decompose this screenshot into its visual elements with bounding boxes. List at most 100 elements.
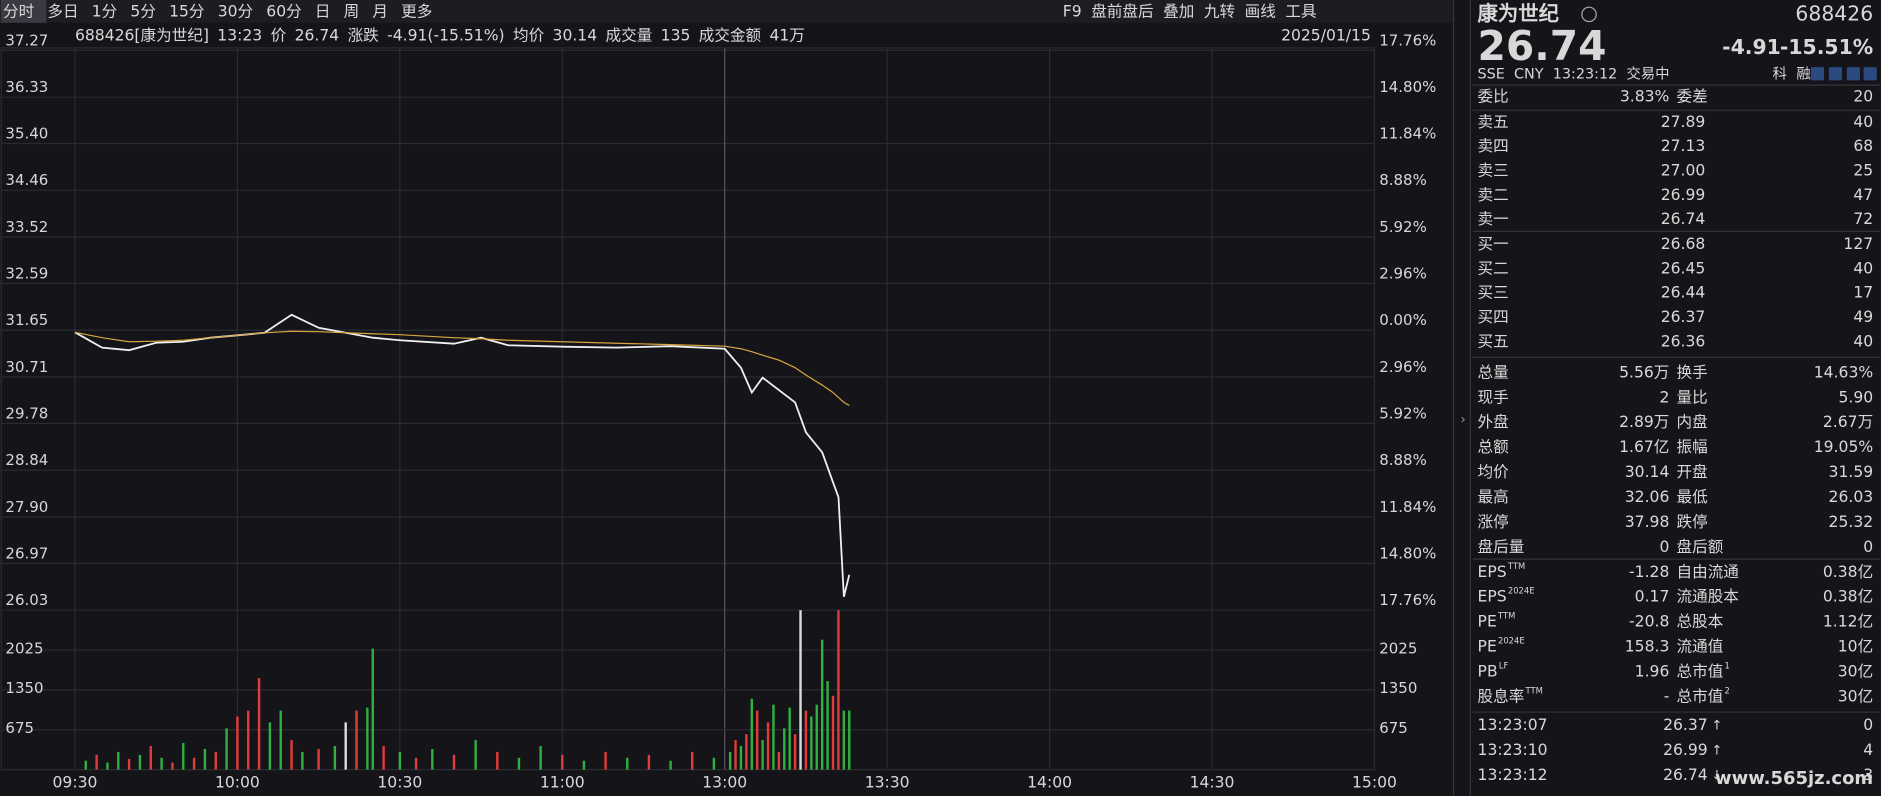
volume-bar bbox=[804, 710, 808, 770]
y2-tick-label: 5.92% bbox=[1379, 218, 1427, 236]
stat-value: 30.14 bbox=[1625, 463, 1670, 481]
tab[interactable]: 分时 bbox=[3, 2, 34, 20]
book-price: 26.68 bbox=[1661, 235, 1706, 253]
stat-value: 1.12亿 bbox=[1823, 613, 1873, 631]
tick-time: 13:23:07 bbox=[1478, 716, 1548, 734]
tick-volume: 4 bbox=[1863, 741, 1873, 759]
tab[interactable]: 30分 bbox=[218, 2, 253, 20]
tag: 科 bbox=[1772, 65, 1786, 82]
volume-bar bbox=[414, 757, 418, 770]
book-label: 卖一 bbox=[1478, 210, 1509, 228]
tag: 融 bbox=[1796, 65, 1810, 82]
book-label: 买四 bbox=[1478, 308, 1509, 326]
watermark: www.565jz.com bbox=[1715, 768, 1873, 789]
tick-volume: 0 bbox=[1863, 716, 1873, 734]
tab[interactable]: 15分 bbox=[169, 2, 204, 20]
panel-button[interactable] bbox=[1828, 67, 1842, 81]
volume-bar bbox=[452, 754, 456, 770]
y2-tick-label: 17.76% bbox=[1379, 591, 1436, 609]
y2-tick-label: 2.96% bbox=[1379, 358, 1427, 376]
tab[interactable]: 多日 bbox=[47, 2, 78, 20]
info-vol-label: 成交量 bbox=[606, 26, 653, 44]
volume-bar bbox=[382, 746, 385, 770]
diff: 20 bbox=[1853, 88, 1873, 106]
volume-bar bbox=[728, 751, 732, 770]
volume-bar bbox=[582, 760, 586, 770]
y-tick-label: 30.71 bbox=[5, 358, 48, 376]
tool[interactable]: 工具 bbox=[1285, 2, 1316, 20]
info-change: -4.91(-15.51%) bbox=[387, 26, 504, 44]
info-amount-label: 成交金额 bbox=[699, 26, 762, 44]
tab[interactable]: 日 bbox=[315, 2, 331, 20]
book-volume: 25 bbox=[1853, 161, 1873, 179]
volume-bar bbox=[127, 758, 131, 770]
stat-label: 量比 bbox=[1677, 388, 1708, 406]
panel-button[interactable] bbox=[1846, 67, 1860, 81]
tab[interactable]: 更多 bbox=[401, 2, 432, 20]
stat-value: 30亿 bbox=[1838, 687, 1873, 705]
volume-bar bbox=[788, 707, 791, 770]
x-tick-label: 10:00 bbox=[215, 773, 260, 791]
svg-text:›: › bbox=[1461, 413, 1466, 428]
stat-label: PE bbox=[1478, 613, 1497, 631]
volume-bar bbox=[826, 681, 829, 770]
x-tick-label: 14:30 bbox=[1190, 773, 1235, 791]
panel-button[interactable] bbox=[1810, 67, 1825, 81]
y2-tick-label: 14.80% bbox=[1379, 78, 1436, 96]
stat-value: 0.17 bbox=[1635, 588, 1670, 606]
diff-label: 委差 bbox=[1677, 88, 1708, 106]
panel-button[interactable] bbox=[1863, 67, 1877, 81]
volume-bar bbox=[820, 639, 824, 770]
tab[interactable]: 5分 bbox=[130, 2, 156, 20]
stat-value: 2.67万 bbox=[1823, 413, 1873, 431]
vol-tick-label-right: 2025 bbox=[1379, 639, 1417, 657]
stat-label: 总量 bbox=[1478, 363, 1509, 381]
info-change-label: 涨跌 bbox=[348, 26, 380, 44]
stat-value: 2.89万 bbox=[1619, 413, 1669, 431]
book-label: 买一 bbox=[1478, 235, 1509, 253]
stat-label: EPS bbox=[1478, 563, 1507, 581]
y2-tick-label: 8.88% bbox=[1379, 171, 1427, 189]
volume-bar bbox=[279, 710, 282, 770]
stat-value: 0 bbox=[1863, 538, 1873, 556]
stat-value: 0.38亿 bbox=[1823, 588, 1873, 606]
vol-tick-label-right: 1350 bbox=[1379, 679, 1417, 697]
volume-bar bbox=[604, 751, 607, 770]
stat-label: 跌停 bbox=[1677, 513, 1708, 531]
tool[interactable]: F9 bbox=[1063, 2, 1082, 20]
y-tick-label: 34.46 bbox=[5, 171, 48, 189]
volume-bar bbox=[561, 754, 564, 770]
stat-label: 总额 bbox=[1478, 438, 1510, 456]
stat-label-sup: 2024E bbox=[1508, 586, 1535, 596]
book-label: 卖三 bbox=[1478, 161, 1509, 179]
volume-bar bbox=[192, 757, 196, 770]
stat-value: 158.3 bbox=[1625, 638, 1670, 656]
stat-label: 现手 bbox=[1478, 388, 1509, 406]
volume-bar bbox=[831, 695, 835, 770]
y-tick-label: 37.27 bbox=[5, 31, 48, 49]
tab[interactable]: 60分 bbox=[266, 2, 301, 20]
stat-value: 5.90 bbox=[1838, 388, 1873, 406]
volume-bar bbox=[214, 751, 217, 770]
tool[interactable]: 盘前盘后 bbox=[1091, 1, 1153, 20]
stat-label: 盘后量 bbox=[1478, 537, 1525, 556]
tab[interactable]: 1分 bbox=[92, 2, 117, 20]
tool[interactable]: 九转 bbox=[1204, 2, 1235, 20]
info-vol: 135 bbox=[661, 26, 691, 44]
ratio-label: 委比 bbox=[1478, 88, 1509, 106]
stat-label: 总市值 bbox=[1677, 663, 1724, 681]
tab[interactable]: 月 bbox=[372, 2, 388, 20]
tool[interactable]: 画线 bbox=[1245, 2, 1276, 20]
info-icon bbox=[1581, 6, 1597, 23]
tab[interactable]: 周 bbox=[344, 2, 360, 20]
info-price-label: 价 bbox=[271, 26, 287, 44]
volume-bar bbox=[236, 716, 239, 770]
stat-value: 10亿 bbox=[1838, 638, 1873, 656]
volume-bar bbox=[539, 746, 542, 770]
stat-label-sup: TTM bbox=[1507, 561, 1525, 571]
book-volume: 49 bbox=[1853, 308, 1873, 326]
y-tick-label: 27.90 bbox=[5, 498, 48, 516]
tool[interactable]: 叠加 bbox=[1163, 2, 1194, 20]
volume-bar bbox=[149, 746, 152, 770]
